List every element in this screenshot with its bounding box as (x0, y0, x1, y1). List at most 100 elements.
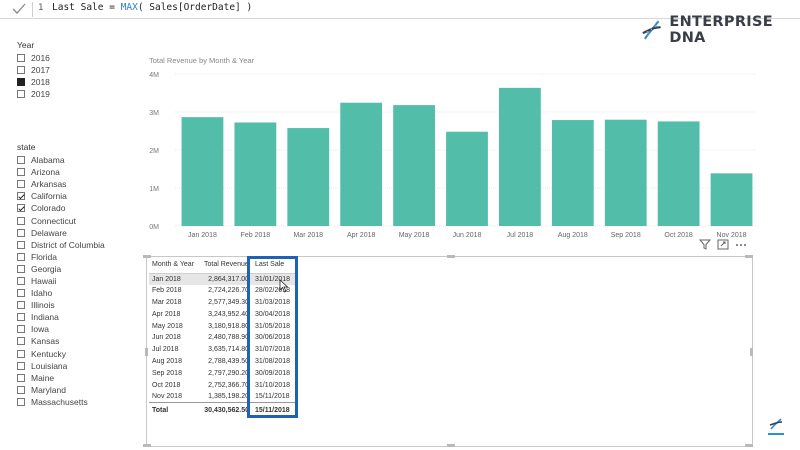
more-options-icon[interactable] (735, 239, 747, 250)
state-slicer-checkbox[interactable] (17, 252, 25, 261)
state-slicer-checkbox[interactable] (17, 216, 25, 225)
table-visual-frame[interactable] (143, 255, 753, 447)
filter-icon[interactable] (699, 239, 711, 250)
table-row[interactable]: Feb 2018 2,724,226.70 28/02/2018 (149, 285, 298, 297)
bar-oct-2018[interactable] (657, 121, 700, 226)
table-row[interactable]: Jan 2018 2,864,317.00 31/01/2018 (149, 273, 298, 285)
table-row[interactable]: Sep 2018 2,797,290.20 30/09/2018 (149, 367, 298, 379)
state-slicer-item-label: Alabama (31, 155, 65, 166)
year-slicer-item[interactable]: 2017 (17, 64, 50, 76)
state-slicer-item[interactable]: Idaho (17, 287, 105, 299)
cell-total-revenue: 2,577,349.30 (208, 298, 249, 306)
year-slicer-checkbox[interactable] (17, 66, 25, 75)
state-slicer-item[interactable]: Kansas (17, 335, 105, 347)
state-slicer-checkbox[interactable] (17, 240, 25, 249)
resize-handle[interactable] (750, 348, 753, 356)
state-slicer-item[interactable]: Alabama (17, 154, 105, 166)
resize-handle[interactable] (143, 444, 151, 447)
state-slicer-checkbox[interactable] (17, 349, 25, 358)
state-slicer-checkbox[interactable] (17, 301, 25, 310)
revenue-bar-chart: 0M 1M 2M 3M 4M Jan 2018 Feb 2018 Mar 2018 Apr 20… (145, 52, 765, 247)
state-slicer-checkbox[interactable] (17, 385, 25, 394)
state-slicer-item[interactable]: Louisiana (17, 360, 105, 372)
table-row[interactable]: Mar 2018 2,577,349.30 31/03/2018 (149, 297, 298, 309)
state-slicer-item[interactable]: Illinois (17, 299, 105, 311)
bar-jul-2018[interactable] (499, 87, 541, 226)
resize-handle[interactable] (145, 348, 148, 356)
state-slicer-checkbox[interactable] (17, 264, 25, 273)
cell-last-sale: 31/10/2018 (255, 381, 291, 389)
bar-aug-2018[interactable] (551, 120, 594, 226)
table-row[interactable]: Nov 2018 1,385,198.20 15/11/2018 (149, 391, 298, 403)
year-slicer-item[interactable]: 2019 (17, 88, 50, 100)
year-slicer-item[interactable]: 2018 (17, 76, 50, 88)
bar-may-2018[interactable] (393, 105, 435, 226)
state-slicer-item[interactable]: Florida (17, 251, 105, 263)
state-slicer-checkbox[interactable] (17, 168, 25, 177)
bar-mar-2018[interactable] (287, 128, 330, 226)
resize-handle[interactable] (143, 255, 151, 258)
dna-icon (642, 20, 661, 40)
table-row[interactable]: Jul 2018 3,635,714.80 31/07/2018 (149, 344, 298, 356)
focus-mode-icon[interactable] (717, 239, 729, 250)
column-header-month-year[interactable]: Month & Year (149, 257, 201, 274)
resize-handle[interactable] (745, 255, 753, 258)
state-slicer-item[interactable]: Arkansas (17, 178, 105, 190)
year-slicer-checkbox[interactable] (17, 90, 25, 99)
resize-handle[interactable] (447, 255, 455, 258)
state-slicer-checkbox[interactable] (17, 156, 25, 165)
state-slicer-checkbox[interactable] (17, 397, 25, 406)
state-slicer-item[interactable]: California (17, 190, 105, 202)
bar-apr-2018[interactable] (340, 102, 383, 226)
bar-sep-2018[interactable] (604, 119, 647, 226)
state-slicer-item[interactable]: Kentucky (17, 348, 105, 360)
state-slicer-item[interactable]: Colorado (17, 202, 105, 214)
table-row[interactable]: Apr 2018 3,243,952.40 30/04/2018 (149, 308, 298, 320)
state-slicer-checkbox[interactable] (17, 373, 25, 382)
state-slicer-checkbox[interactable] (17, 276, 25, 285)
cell-month-year: Apr 2018 (152, 310, 181, 318)
state-slicer-checkbox[interactable] (17, 204, 25, 213)
state-slicer-item-label: Arkansas (31, 179, 67, 190)
formula-input[interactable]: Last Sale = MAX( Sales[OrderDate] ) (52, 2, 252, 13)
state-slicer-item[interactable]: Georgia (17, 263, 105, 275)
state-slicer-item[interactable]: Connecticut (17, 214, 105, 226)
year-slicer-checkbox[interactable] (17, 78, 25, 87)
state-slicer-item[interactable]: Maryland (17, 384, 105, 396)
table-row[interactable]: May 2018 3,180,918.80 31/05/2018 (149, 320, 298, 332)
resize-handle[interactable] (447, 444, 455, 447)
state-slicer-item[interactable]: Maine (17, 372, 105, 384)
column-header-last-sale[interactable]: Last Sale (252, 257, 298, 274)
x-tick-label: Jan 2018 (188, 232, 217, 239)
state-slicer-checkbox[interactable] (17, 180, 25, 189)
state-slicer-item[interactable]: District of Columbia (17, 239, 105, 251)
state-slicer-item[interactable]: Iowa (17, 323, 105, 335)
state-slicer-checkbox[interactable] (17, 325, 25, 334)
state-slicer-item[interactable]: Delaware (17, 227, 105, 239)
year-slicer-item[interactable]: 2016 (17, 52, 50, 64)
bar-feb-2018[interactable] (234, 122, 277, 226)
table-row[interactable]: Jun 2018 2,480,788.90 30/06/2018 (149, 332, 298, 344)
table-row[interactable]: Oct 2018 2,752,366.70 31/10/2018 (149, 379, 298, 391)
state-slicer-item[interactable]: Massachusetts (17, 396, 105, 408)
state-slicer-item[interactable]: Indiana (17, 311, 105, 323)
y-tick-label: 2M (149, 148, 159, 155)
state-slicer-checkbox[interactable] (17, 228, 25, 237)
resize-handle[interactable] (745, 444, 753, 447)
state-slicer-checkbox[interactable] (17, 337, 25, 346)
state-slicer-checkbox[interactable] (17, 361, 25, 370)
table-row[interactable]: Aug 2018 2,788,439.50 31/08/2018 (149, 356, 298, 368)
commit-check-icon[interactable] (10, 1, 28, 17)
column-header-total-revenue[interactable]: Total Revenue (201, 257, 252, 274)
formula-suffix: ( Sales[OrderDate] ) (137, 2, 253, 13)
state-slicer-checkbox[interactable] (17, 313, 25, 322)
state-slicer-item[interactable]: Arizona (17, 166, 105, 178)
state-slicer-item-label: Iowa (31, 324, 49, 335)
bar-jun-2018[interactable] (446, 131, 488, 226)
bar-nov-2018[interactable] (710, 173, 753, 226)
state-slicer-item[interactable]: Hawaii (17, 275, 105, 287)
bar-jan-2018[interactable] (181, 117, 224, 226)
year-slicer-checkbox[interactable] (17, 54, 25, 63)
state-slicer-checkbox[interactable] (17, 289, 25, 298)
state-slicer-checkbox[interactable] (17, 192, 25, 201)
